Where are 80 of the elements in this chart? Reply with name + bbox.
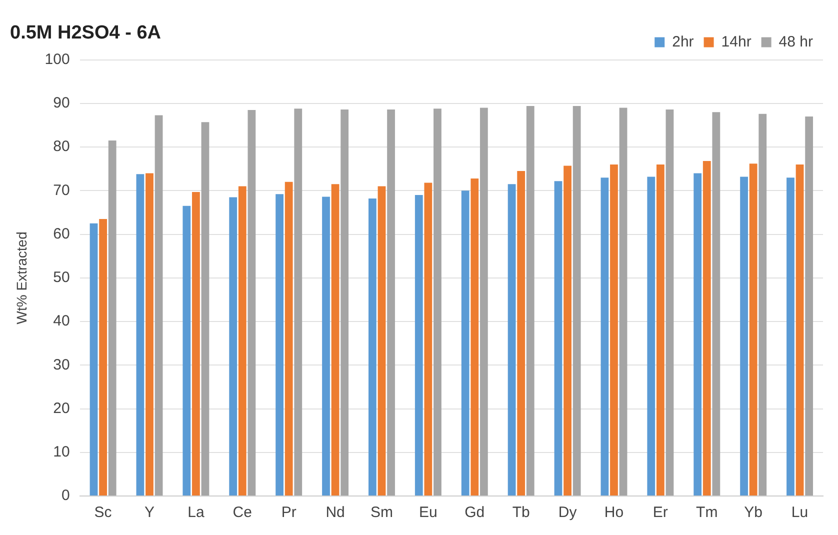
bar — [182, 206, 191, 496]
bar — [146, 173, 154, 496]
y-tick-label: 100 — [44, 50, 70, 68]
bar — [331, 184, 340, 496]
y-tick-label: 20 — [53, 400, 70, 417]
bar — [694, 173, 702, 496]
bar — [368, 198, 376, 496]
bar — [90, 223, 98, 496]
bar — [712, 112, 720, 496]
y-tick-label: 90 — [53, 94, 70, 112]
bar — [424, 182, 432, 496]
x-tick-label: Lu — [791, 504, 808, 522]
bar — [526, 106, 534, 496]
bar — [702, 161, 711, 496]
bar — [248, 110, 256, 496]
x-tick-label: Yb — [744, 504, 763, 522]
x-tick-label: Eu — [419, 504, 438, 522]
y-tick-label: 40 — [53, 312, 70, 330]
bar — [99, 219, 107, 496]
y-tick-label: 30 — [53, 356, 70, 374]
chart-title: 0.5M H2SO4 - 6A — [10, 22, 162, 44]
y-tick-label: 50 — [53, 269, 70, 286]
bar — [572, 106, 581, 496]
bar — [108, 140, 116, 496]
y-tick-label: 0 — [61, 487, 70, 504]
bar — [619, 108, 628, 496]
bar — [796, 164, 804, 496]
legend-label: 48 hr — [778, 33, 814, 50]
bar — [322, 196, 330, 496]
x-tick-label: Er — [652, 504, 668, 522]
legend-label: 14hr — [721, 33, 752, 50]
bar — [154, 115, 163, 496]
x-tick-label: Nd — [326, 504, 345, 522]
x-tick-label: Sc — [94, 504, 112, 522]
y-axis-title: Wt% Extracted — [13, 232, 30, 324]
y-tick-label: 60 — [53, 225, 70, 242]
bar — [340, 110, 349, 496]
x-tick-label: Tm — [696, 504, 718, 522]
bar — [294, 108, 302, 496]
bar — [647, 176, 656, 496]
bar — [192, 192, 200, 496]
bar — [414, 195, 423, 496]
bar — [434, 108, 442, 496]
x-tick-label: Sm — [370, 504, 393, 522]
bar — [758, 114, 767, 496]
bar — [554, 181, 562, 496]
x-tick-label: Tb — [512, 504, 530, 522]
bar — [740, 176, 748, 496]
bar — [480, 108, 488, 496]
x-tick-label: Ho — [604, 504, 624, 522]
bar — [656, 164, 664, 496]
bar — [610, 164, 618, 496]
x-tick-label: Gd — [464, 504, 485, 522]
bar — [666, 110, 674, 496]
bar — [786, 178, 794, 496]
x-tick-label: Y — [144, 504, 155, 522]
bar — [284, 182, 293, 496]
x-tick-label: Dy — [558, 504, 578, 522]
bar — [461, 190, 470, 496]
x-tick-label: La — [188, 504, 205, 522]
bar — [276, 194, 284, 496]
bar — [387, 110, 395, 496]
bar — [229, 197, 238, 496]
bar — [517, 171, 526, 496]
y-tick-label: 80 — [53, 138, 70, 156]
y-tick-label: 70 — [53, 182, 70, 199]
bar — [564, 166, 572, 496]
x-tick-label: Pr — [281, 504, 296, 522]
bar — [508, 184, 516, 496]
bar — [470, 178, 479, 496]
bar — [201, 122, 210, 496]
y-tick-label: 10 — [53, 444, 70, 461]
bar — [378, 186, 386, 496]
bar — [136, 174, 144, 496]
legend-label: 2hr — [672, 33, 694, 50]
bar — [238, 186, 246, 496]
bar — [749, 164, 758, 496]
bar — [600, 178, 609, 496]
x-tick-label: Ce — [232, 504, 252, 522]
bar — [805, 116, 814, 496]
